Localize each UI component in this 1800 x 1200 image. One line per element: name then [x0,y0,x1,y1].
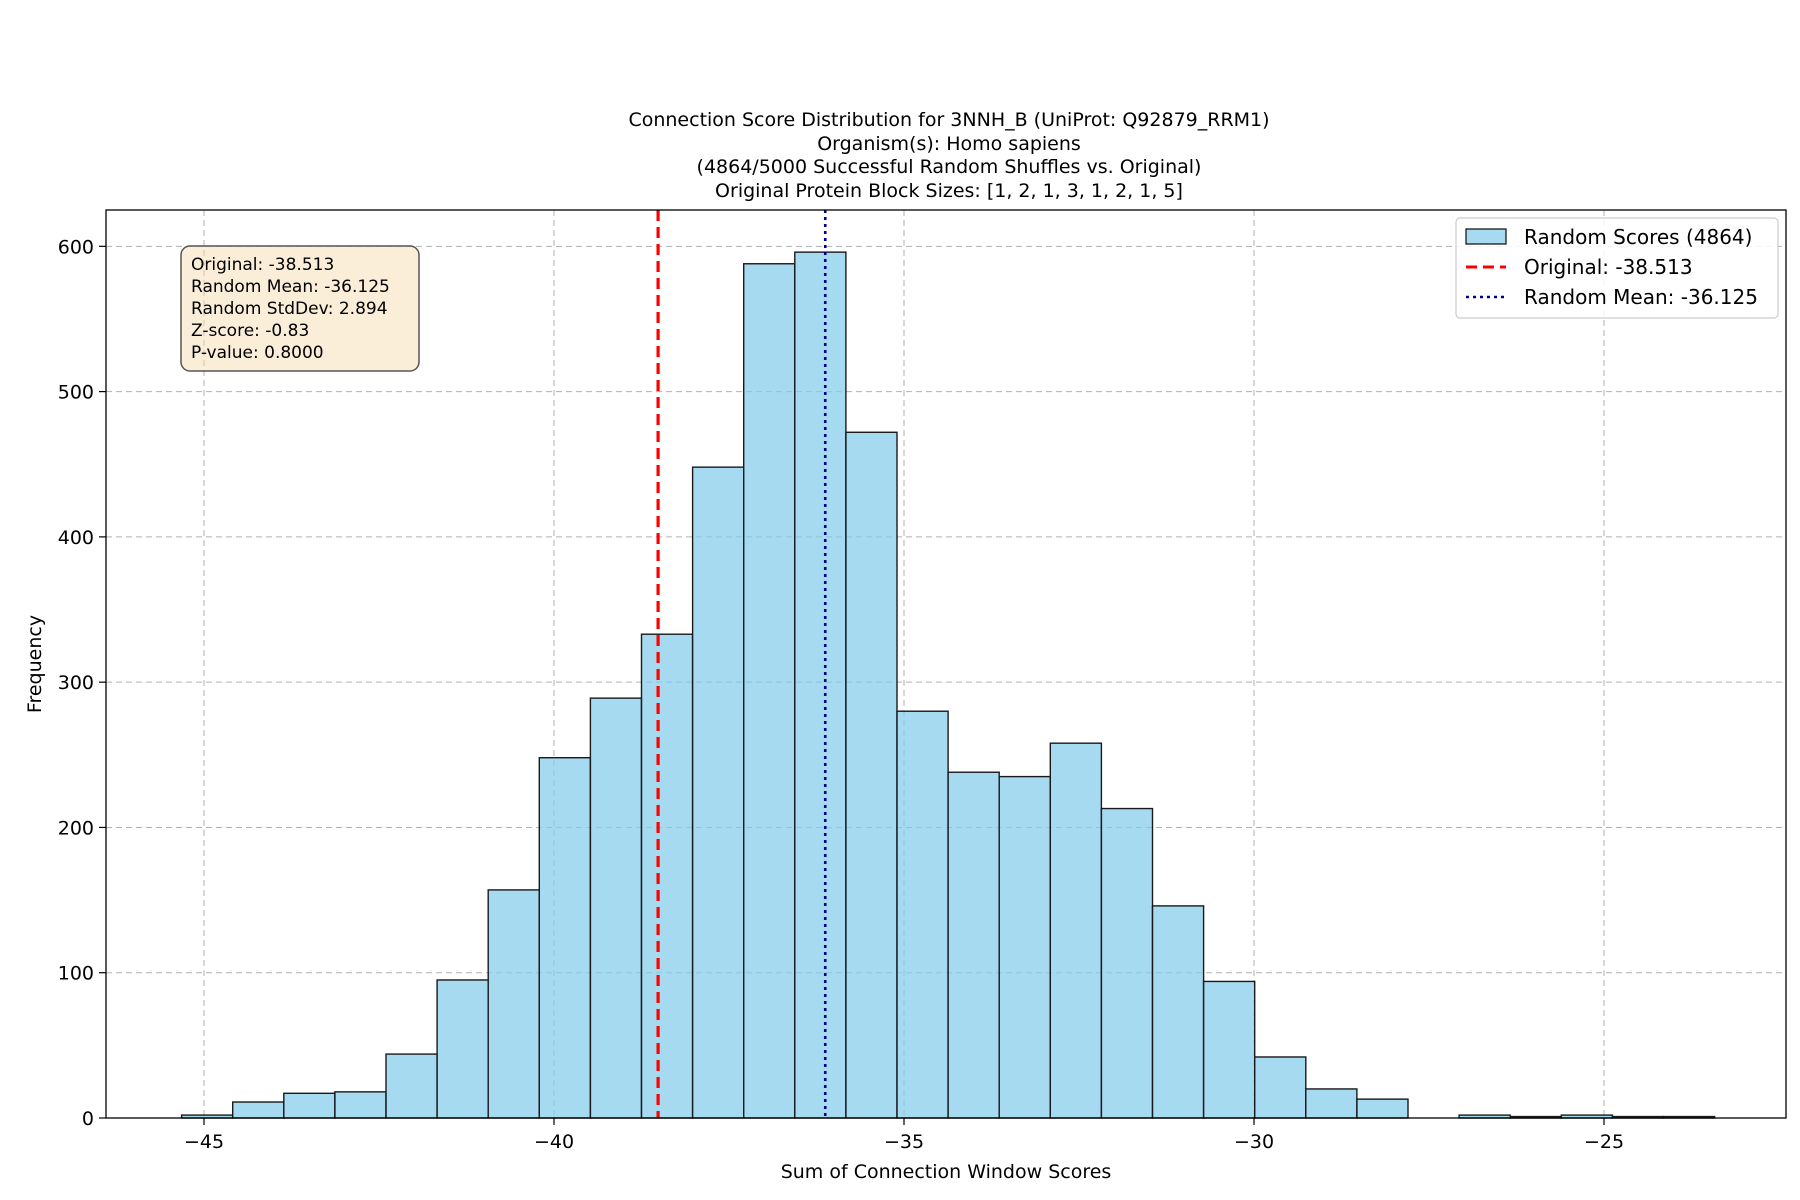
y-tick-label: 100 [58,963,94,985]
legend-label-random-scores: Random Scores (4864) [1524,225,1752,249]
histogram-bar [589,697,643,1119]
y-tick-label: 300 [58,672,94,694]
histogram-bar [794,251,847,1119]
histogram-bar [538,757,592,1119]
stats-original: Original: -38.513 [191,255,334,275]
y-tick-label: 500 [58,382,94,404]
histogram-bar [436,979,489,1119]
x-tick-label: −40 [534,1131,574,1153]
histogram-bar [283,1092,336,1119]
histogram-bar [947,771,1000,1119]
stats-z-score: Z-score: -0.83 [191,321,309,341]
histogram-bar [1202,980,1256,1119]
y-tick-label: 200 [58,817,94,839]
title-line-2: Organism(s): Homo sapiens [817,133,1081,155]
histogram-bar [385,1053,438,1119]
y-tick-label: 400 [58,527,94,549]
x-tick-label: −45 [184,1131,224,1153]
x-tick-label: −30 [1234,1131,1274,1153]
legend: Random Scores (4864) Original: -38.513 R… [1455,217,1779,319]
title-line-1: Connection Score Distribution for 3NNH_B… [628,109,1269,131]
x-axis-label: Sum of Connection Window Scores [781,1161,1112,1183]
stats-box-background [180,245,420,372]
histogram-bar [998,775,1052,1119]
stats-box: Original: -38.513 Random Mean: -36.125 R… [180,245,420,372]
histogram-bar [334,1091,387,1119]
title-line-3: (4864/5000 Successful Random Shuffles vs… [697,156,1202,178]
histogram-bars [180,251,1716,1119]
histogram-bar [743,263,796,1119]
histogram-bar [1356,1098,1409,1119]
histogram-bar [1305,1088,1358,1119]
y-axis-ticks: 0 100 200 300 400 500 600 [58,236,106,1130]
histogram-bar [640,633,694,1119]
stats-p-value: P-value: 0.8000 [191,343,324,363]
x-axis-ticks: −45 −40 −35 −30 −25 [184,1118,1624,1153]
stats-random-mean: Random Mean: -36.125 [191,277,390,297]
x-tick-label: −35 [884,1131,924,1153]
x-tick-label: −25 [1584,1131,1624,1153]
histogram-bar [487,889,541,1119]
histogram-bar [231,1101,285,1119]
title-line-4: Original Protein Block Sizes: [1, 2, 1, … [715,180,1183,202]
histogram-bar [896,710,949,1119]
stats-random-stddev: Random StdDev: 2.894 [191,299,388,319]
reference-lines [656,210,827,1118]
histogram-bar [1151,905,1205,1119]
plot-frame [105,209,1787,1119]
histogram-bar [1049,742,1103,1119]
y-axis-label: Frequency [24,615,46,713]
y-tick-label: 600 [58,236,94,258]
histogram-bar [1100,807,1154,1119]
legend-label-random-mean: Random Mean: -36.125 [1524,285,1758,309]
histogram-bar [691,466,745,1119]
chart-title: Connection Score Distribution for 3NNH_B… [628,109,1269,202]
histogram-bar [845,431,898,1119]
legend-frame [1455,217,1779,319]
y-tick-label: 0 [82,1108,94,1130]
legend-label-original: Original: -38.513 [1524,255,1693,279]
legend-swatch-random-scores [1465,228,1507,245]
histogram-bar [1253,1056,1307,1119]
